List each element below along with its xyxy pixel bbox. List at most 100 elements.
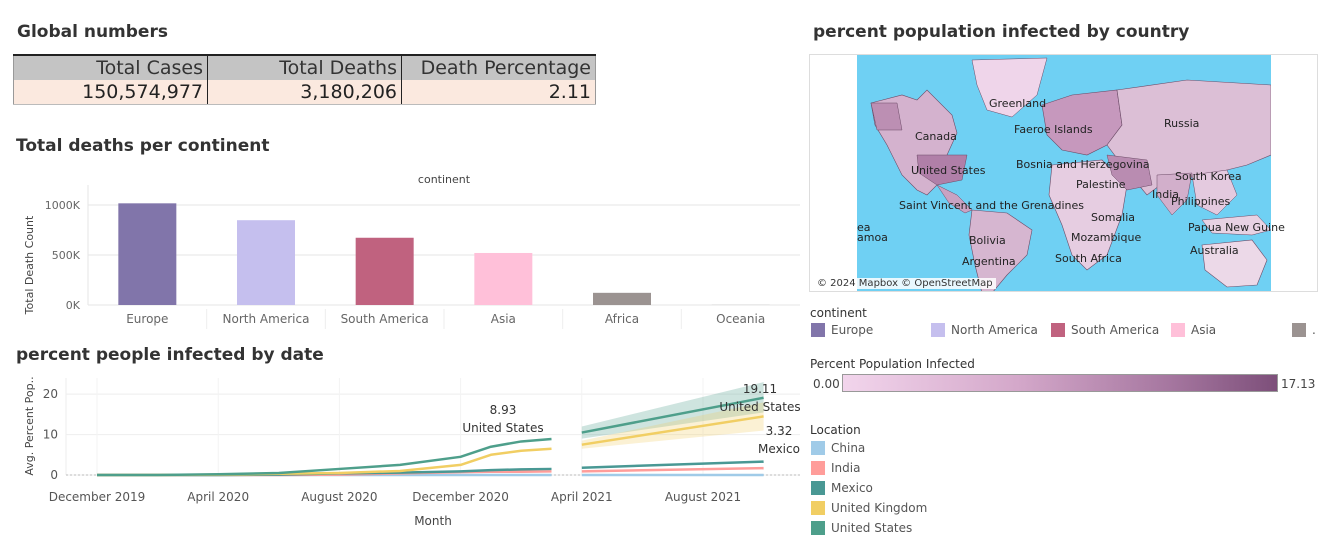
bar-europe[interactable] [118,203,177,305]
legend-label-mexico: Mexico [831,481,873,495]
global-numbers-title: Global numbers [17,22,168,42]
map-title: percent population infected by country [813,22,1190,42]
map-label-united-states: United States [911,164,986,177]
map-label-greenland: Greenland [989,97,1047,110]
legend-item-south-america[interactable]: South America [1051,323,1159,337]
line-united-states[interactable] [97,437,552,477]
bar-asia[interactable] [474,252,533,305]
death-percentage-value[interactable]: 2.11 [402,80,596,104]
north-america-swatch [931,323,945,337]
infected-y-tick: 10 [43,428,58,442]
legend-item-united-states[interactable]: United States [811,521,912,535]
annotation-label-mexico: Mexico [758,442,800,456]
legend-item-china[interactable]: China [811,441,865,455]
total-cases-value[interactable]: 150,574,977 [13,80,208,104]
map-label-amoa: amoa [857,231,888,244]
legend-item-asia[interactable]: Asia [1171,323,1216,337]
legend-label-europe: Europe [831,323,874,337]
map-label-bosnia: Bosnia and Herzegovina [1016,158,1150,171]
ppi-color-ramp[interactable] [842,374,1278,392]
infected-x-tick: August 2020 [301,490,377,504]
infected-y-tick: 0 [50,468,58,482]
legend-item-europe[interactable]: Europe [811,323,873,337]
map-land [870,57,1271,291]
total-deaths-value[interactable]: 3,180,206 [208,80,402,104]
map-label-australia: Australia [1190,244,1239,257]
map-label-russia: Russia [1164,117,1200,130]
deaths-chart-header: continent [418,173,471,186]
map-label-argentina: Argentina [962,255,1016,268]
infected-x-tick: August 2021 [665,490,741,504]
map-label-faeroe-islands: Faeroe Islands [1014,123,1093,136]
legend-item-mexico[interactable]: Mexico [811,481,873,495]
deaths-x-tick: Europe [126,312,168,326]
annotation-value-us-actual: 8.93 [490,403,517,417]
infected-y-axis-label: Avg. Percent Pop.. [23,376,36,475]
bar-north-america[interactable] [237,220,295,305]
ppi-legend-min: 0.00 [813,377,840,391]
asia-swatch [1171,323,1185,337]
legend-label-north-america: North America [951,323,1038,337]
deaths-x-tick: Oceania [716,312,765,326]
map-label-india: India [1152,188,1179,201]
africa-swatch [1292,323,1306,337]
map-label-philippines: Philippines [1171,195,1231,208]
legend-item-united-kingdom[interactable]: United Kingdom [811,501,927,515]
mexico-swatch [811,481,825,495]
forecast-line-mexico[interactable] [581,460,764,469]
map-ocean[interactable]: Greenland Canada Faeroe Islands Russia B… [857,55,1285,291]
annotation-value-mexico: 3.32 [766,424,793,438]
bar-south-america[interactable] [355,237,414,305]
legend-item-india[interactable]: India [811,461,860,475]
forecast-line-united-kingdom[interactable] [581,415,764,446]
annotation-label-us-forecast: United States [719,400,800,414]
legend-label-africa: . [1312,323,1316,337]
forecast-line-india[interactable] [581,466,764,473]
china-swatch [811,441,825,455]
map-label-papua-new-guinea: Papua New Guine [1188,221,1285,234]
europe-swatch [811,323,825,337]
deaths-y-axis-label: Total Death Count [23,215,36,315]
india-swatch [811,461,825,475]
infected-x-tick: April 2021 [551,490,613,504]
total-cases-header: Total Cases [13,56,208,80]
infected-x-tick: December 2020 [412,490,509,504]
forecast-line-united-states[interactable] [581,396,764,434]
deaths-x-tick: Asia [491,312,516,326]
map-label-palestine: Palestine [1076,178,1126,191]
legend-label-india: India [831,461,861,475]
continent-legend-title: continent [810,306,867,320]
deaths-x-tick: South America [341,312,429,326]
south-america-swatch [1051,323,1065,337]
map-label-south-africa: South Africa [1055,252,1122,265]
legend-item-north-america[interactable]: North America [931,323,1038,337]
legend-item-africa[interactable]: . [1292,323,1316,337]
infected-x-axis-label: Month [414,514,452,528]
deaths-x-tick: Africa [605,312,639,326]
infected-chart-title: percent people infected by date [16,345,324,365]
total-deaths-header: Total Deaths [208,56,402,80]
map-label-south-korea: South Korea [1175,170,1242,183]
legend-label-south-america: South America [1071,323,1160,337]
global-numbers-value-row: 150,574,977 3,180,206 2.11 [13,80,596,105]
map-label-bolivia: Bolivia [969,234,1006,247]
legend-label-united-kingdom: United Kingdom [831,501,928,515]
legend-label-united-states: United States [831,521,913,535]
global-numbers-header-row: Total Cases Total Deaths Death Percentag… [13,54,596,80]
death-percentage-header: Death Percentage [402,56,596,80]
annotation-label-us-actual: United States [462,421,543,435]
ppi-legend-max: 17.13 [1281,377,1316,391]
united-states-swatch [811,521,825,535]
united-kingdom-swatch [811,501,825,515]
bar-africa[interactable] [593,292,651,305]
choropleth-map[interactable]: Greenland Canada Faeroe Islands Russia B… [809,54,1318,292]
annotation-value-us-forecast: 19.11 [743,382,777,396]
map-label-somalia: Somalia [1091,211,1136,224]
deaths-y-tick: 500K [52,249,81,262]
map-label-ea: ea [857,221,871,234]
deaths-y-tick: 0K [66,299,81,312]
infected-line-chart: Avg. Percent Pop.. Month 20 10 0 December … [23,376,800,528]
map-label-canada: Canada [915,130,957,143]
map-attribution[interactable]: © 2024 Mapbox © OpenStreetMap [814,278,996,289]
deaths-bar-chart: continent Total Death Count 1000K500K0K … [23,173,800,329]
